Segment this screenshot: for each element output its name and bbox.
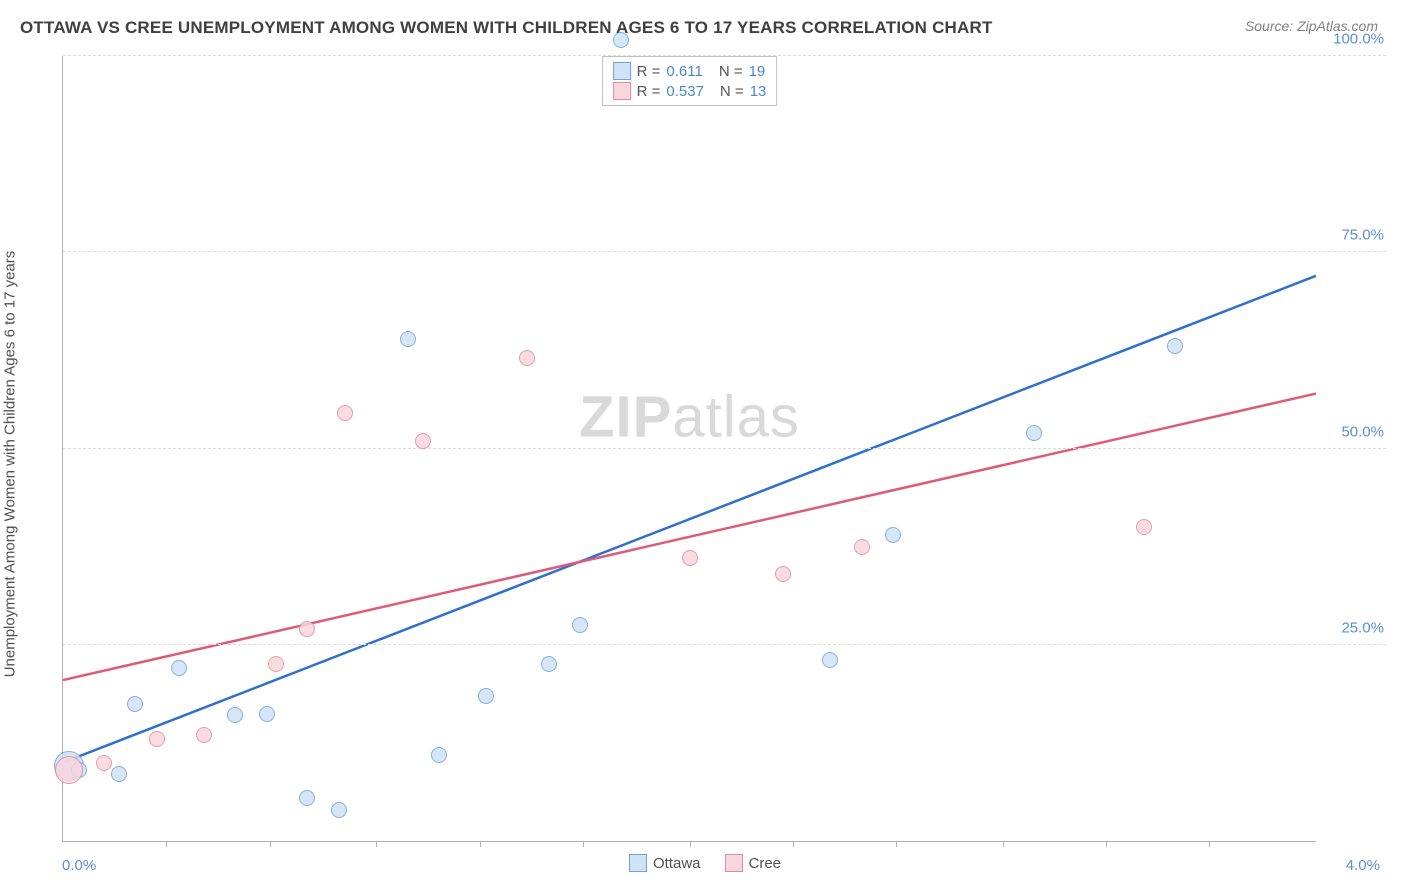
legend-r-value-ottawa: 0.611 — [666, 63, 702, 80]
legend-item-cree: Cree — [725, 854, 782, 872]
y-tick-label: 50.0% — [1341, 423, 1384, 440]
data-point — [149, 731, 165, 747]
data-point — [431, 747, 447, 763]
x-tick — [1003, 841, 1004, 847]
legend-row-ottawa: R = 0.611 N = 19 — [613, 61, 767, 81]
legend-n-label: N = — [720, 83, 744, 100]
y-axis-label: Unemployment Among Women with Children A… — [2, 251, 19, 678]
legend-n-label: N = — [719, 63, 743, 80]
data-point — [331, 802, 347, 818]
plot-region: ZIPatlas R = 0.611 N = 19 R = 0.537 N = … — [62, 56, 1316, 842]
data-point — [111, 766, 127, 782]
data-point — [572, 617, 588, 633]
x-axis-max-label: 4.0% — [1346, 857, 1380, 874]
x-tick — [583, 841, 584, 847]
data-point — [171, 660, 187, 676]
data-point — [227, 707, 243, 723]
trend-lines — [63, 56, 1316, 841]
correlation-legend: R = 0.611 N = 19 R = 0.537 N = 13 — [602, 56, 778, 106]
data-point — [775, 566, 791, 582]
gridline — [63, 644, 1386, 645]
data-point — [1167, 338, 1183, 354]
gridline — [63, 448, 1386, 449]
data-point — [196, 727, 212, 743]
data-point — [885, 527, 901, 543]
data-point — [299, 621, 315, 637]
data-point — [541, 656, 557, 672]
y-tick-label: 75.0% — [1341, 227, 1384, 244]
x-tick — [166, 841, 167, 847]
chart-header: OTTAWA VS CREE UNEMPLOYMENT AMONG WOMEN … — [0, 0, 1406, 46]
legend-n-value-cree: 13 — [750, 83, 767, 100]
x-tick — [793, 841, 794, 847]
legend-r-label: R = — [637, 83, 661, 100]
gridline — [63, 251, 1386, 252]
x-tick — [270, 841, 271, 847]
data-point — [519, 350, 535, 366]
data-point — [854, 539, 870, 555]
data-point — [55, 756, 83, 784]
chart-title: OTTAWA VS CREE UNEMPLOYMENT AMONG WOMEN … — [20, 18, 993, 38]
x-tick — [690, 841, 691, 847]
x-axis-min-label: 0.0% — [62, 857, 96, 874]
data-point — [1136, 519, 1152, 535]
data-point — [268, 656, 284, 672]
y-tick-label: 100.0% — [1333, 31, 1384, 48]
data-point — [415, 433, 431, 449]
legend-r-value-cree: 0.537 — [666, 83, 704, 100]
data-point — [337, 405, 353, 421]
x-tick — [480, 841, 481, 847]
data-point — [299, 790, 315, 806]
y-tick-label: 25.0% — [1341, 619, 1384, 636]
legend-swatch-cree — [613, 82, 631, 100]
data-point — [127, 696, 143, 712]
x-tick — [376, 841, 377, 847]
data-point — [259, 706, 275, 722]
x-tick — [1209, 841, 1210, 847]
data-point — [682, 550, 698, 566]
data-point — [400, 331, 416, 347]
x-tick — [1106, 841, 1107, 847]
legend-row-cree: R = 0.537 N = 13 — [613, 81, 767, 101]
legend-n-value-ottawa: 19 — [749, 63, 766, 80]
legend-swatch-icon — [725, 854, 743, 872]
legend-r-label: R = — [637, 63, 661, 80]
x-tick — [896, 841, 897, 847]
data-point — [613, 32, 629, 48]
data-point — [1026, 425, 1042, 441]
legend-swatch-ottawa — [613, 62, 631, 80]
watermark: ZIPatlas — [579, 384, 800, 451]
legend-swatch-icon — [629, 854, 647, 872]
data-point — [478, 688, 494, 704]
data-point — [96, 755, 112, 771]
data-point — [822, 652, 838, 668]
legend-item-ottawa: Ottawa — [629, 854, 701, 872]
series-legend: Ottawa Cree — [629, 854, 781, 872]
chart-area: Unemployment Among Women with Children A… — [20, 48, 1390, 880]
